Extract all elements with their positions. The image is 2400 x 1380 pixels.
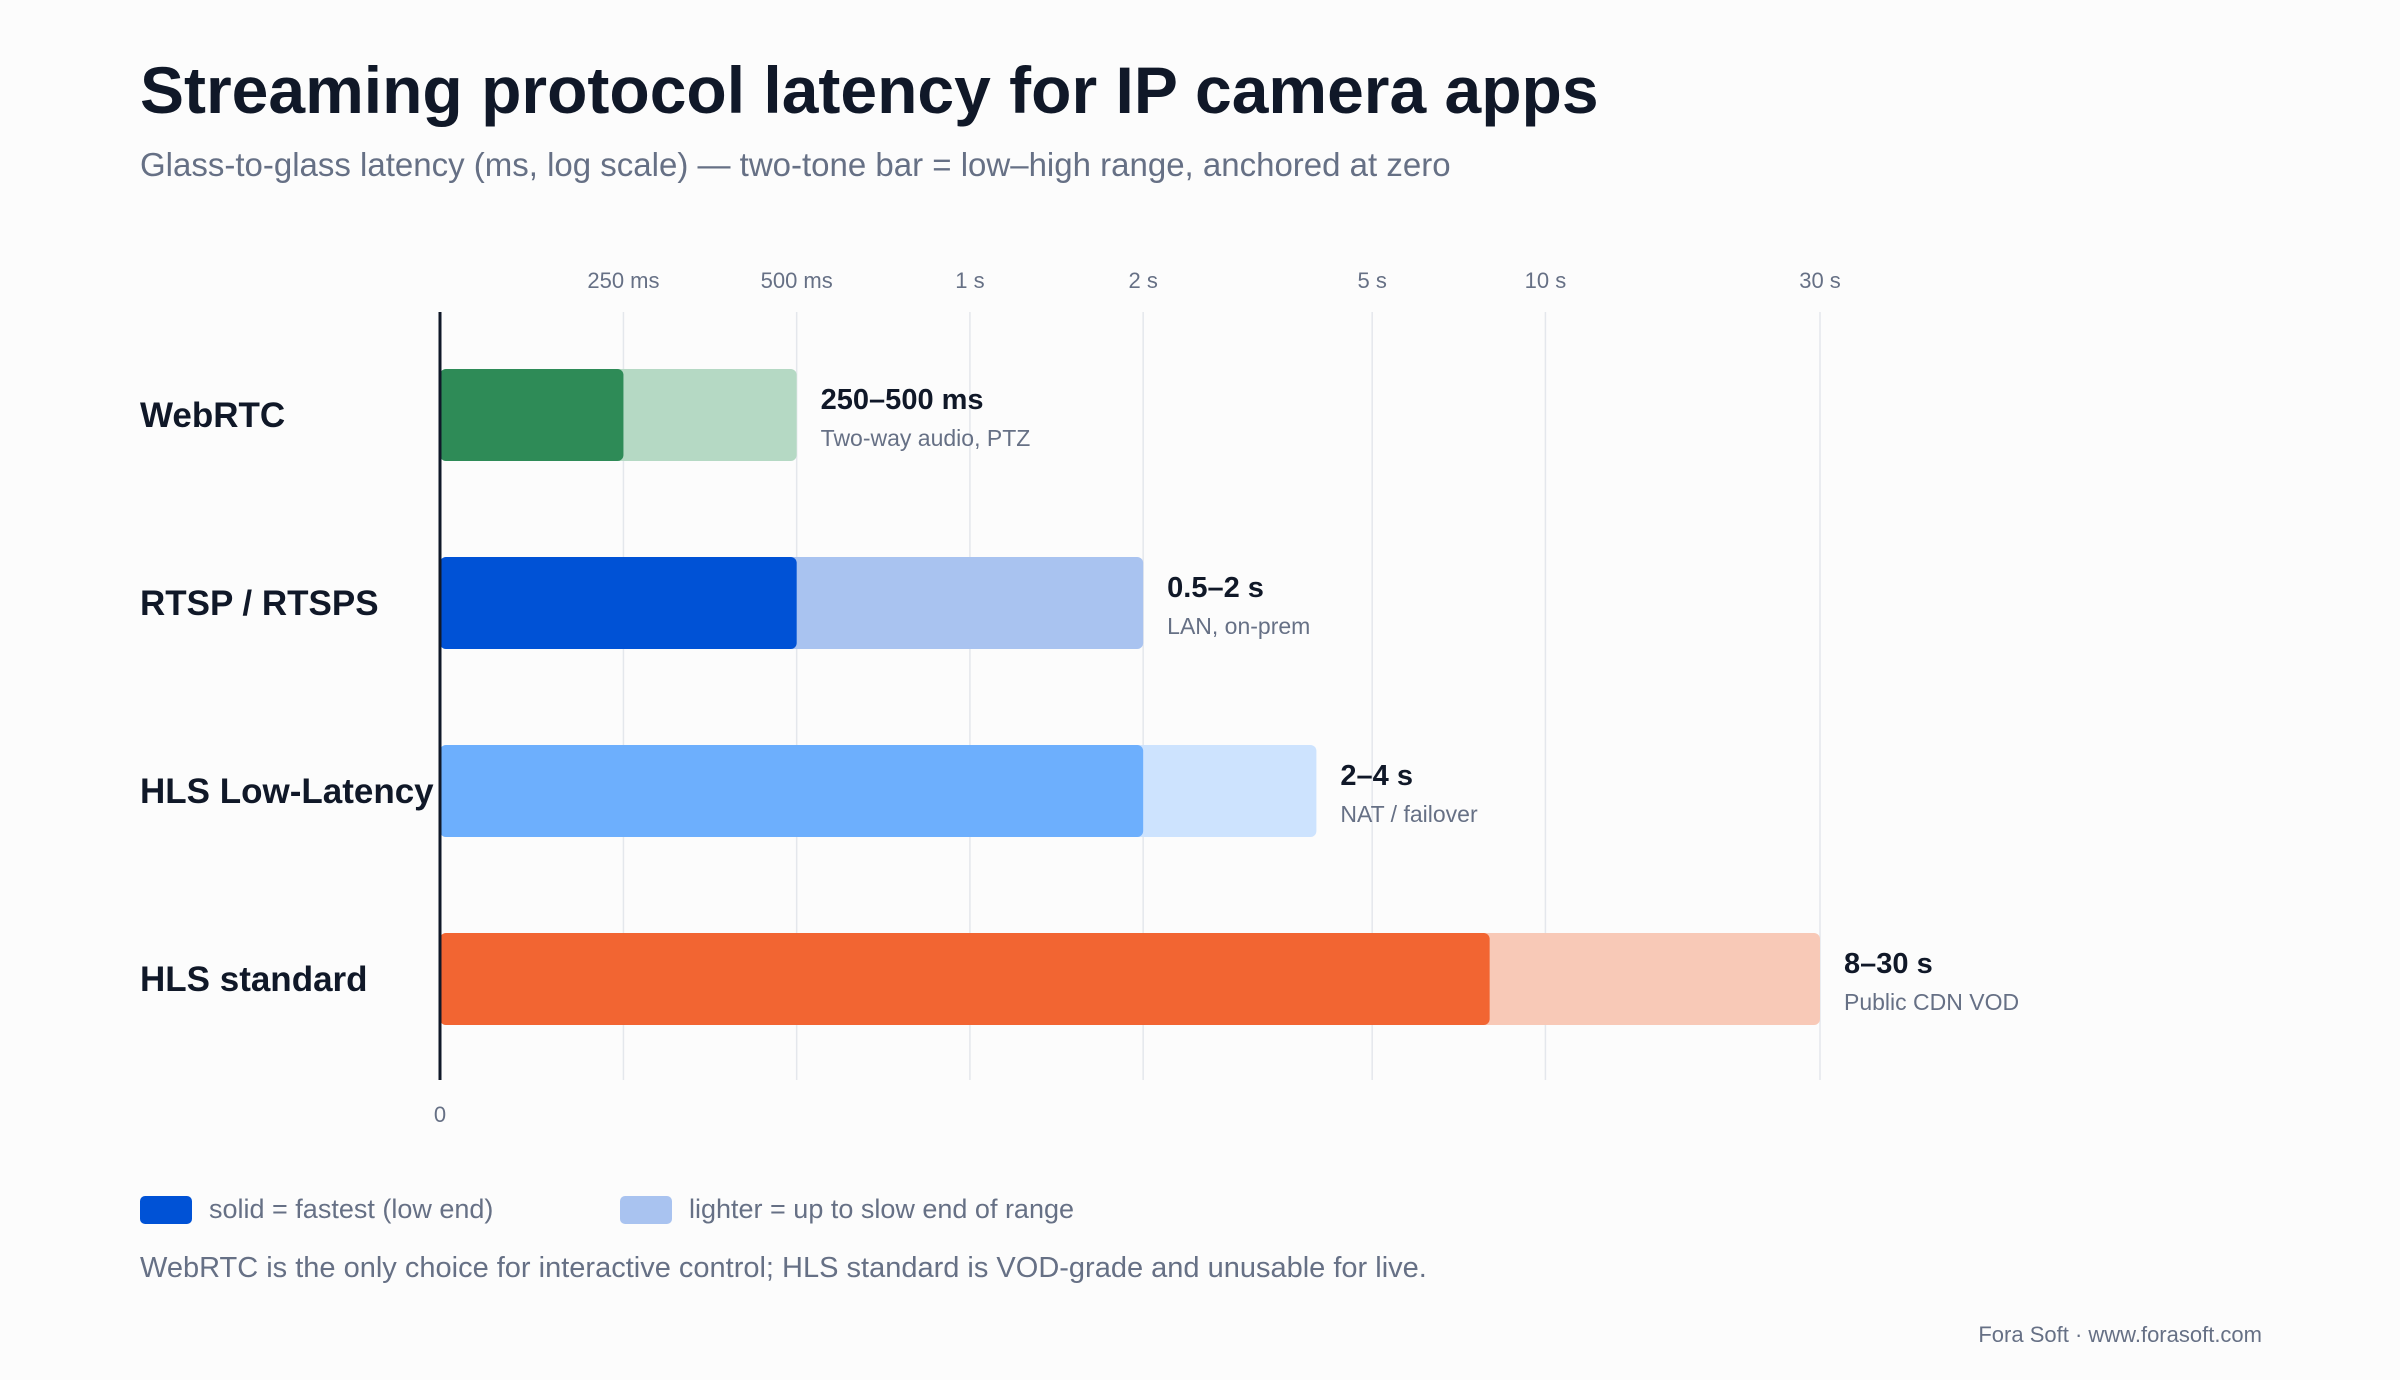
- bar-low-segment: [440, 557, 797, 649]
- bar-low-segment: [440, 369, 624, 461]
- range-note-label: LAN, on-prem: [1167, 613, 1310, 639]
- x-tick-label: 5 s: [1357, 268, 1386, 293]
- x-tick-label: 1 s: [955, 268, 984, 293]
- bar-low-segment: [440, 933, 1490, 1025]
- x-tick-label: 500 ms: [761, 268, 833, 293]
- x-tick-label: 2 s: [1128, 268, 1157, 293]
- category-label: RTSP / RTSPS: [140, 584, 379, 623]
- credit: Fora Soft · www.forasoft.com: [1978, 1322, 2262, 1347]
- category-label: HLS Low-Latency: [140, 772, 434, 811]
- zero-axis-label: 0: [434, 1102, 446, 1127]
- chart-subtitle: Glass-to-glass latency (ms, log scale) —…: [140, 146, 1451, 183]
- bars-layer: [440, 369, 1820, 1025]
- legend-item-light: lighter = up to slow end of range: [620, 1194, 1074, 1225]
- range-data-label: 8–30 s: [1844, 948, 1933, 980]
- legend-label-light: lighter = up to slow end of range: [689, 1194, 1075, 1224]
- category-label: HLS standard: [140, 960, 368, 999]
- range-note-label: NAT / failover: [1340, 801, 1478, 827]
- legend-swatch-light: [620, 1195, 672, 1224]
- category-label: WebRTC: [140, 396, 285, 435]
- legend-item-solid: solid = fastest (low end): [140, 1194, 493, 1225]
- footnote: WebRTC is the only choice for interactiv…: [140, 1252, 1427, 1284]
- range-note-label: Two-way audio, PTZ: [821, 425, 1031, 451]
- range-data-label: 2–4 s: [1340, 760, 1413, 792]
- labels-layer: 250 ms 500 ms 1 s 2 s 5 s 10 s 30 s WebRTC 250–5…: [140, 268, 2019, 1127]
- bar-low-segment: [440, 745, 1144, 837]
- x-tick-label: 250 ms: [587, 268, 659, 293]
- x-tick-label: 30 s: [1799, 268, 1841, 293]
- range-data-label: 250–500 ms: [821, 384, 984, 416]
- chart-title: Streaming protocol latency for IP camera…: [140, 53, 1599, 127]
- range-note-label: Public CDN VOD: [1844, 989, 2019, 1015]
- legend-swatch-solid: [140, 1195, 192, 1224]
- x-tick-label: 10 s: [1525, 268, 1567, 293]
- range-data-label: 0.5–2 s: [1167, 572, 1264, 604]
- legend-label-solid: solid = fastest (low end): [209, 1194, 494, 1224]
